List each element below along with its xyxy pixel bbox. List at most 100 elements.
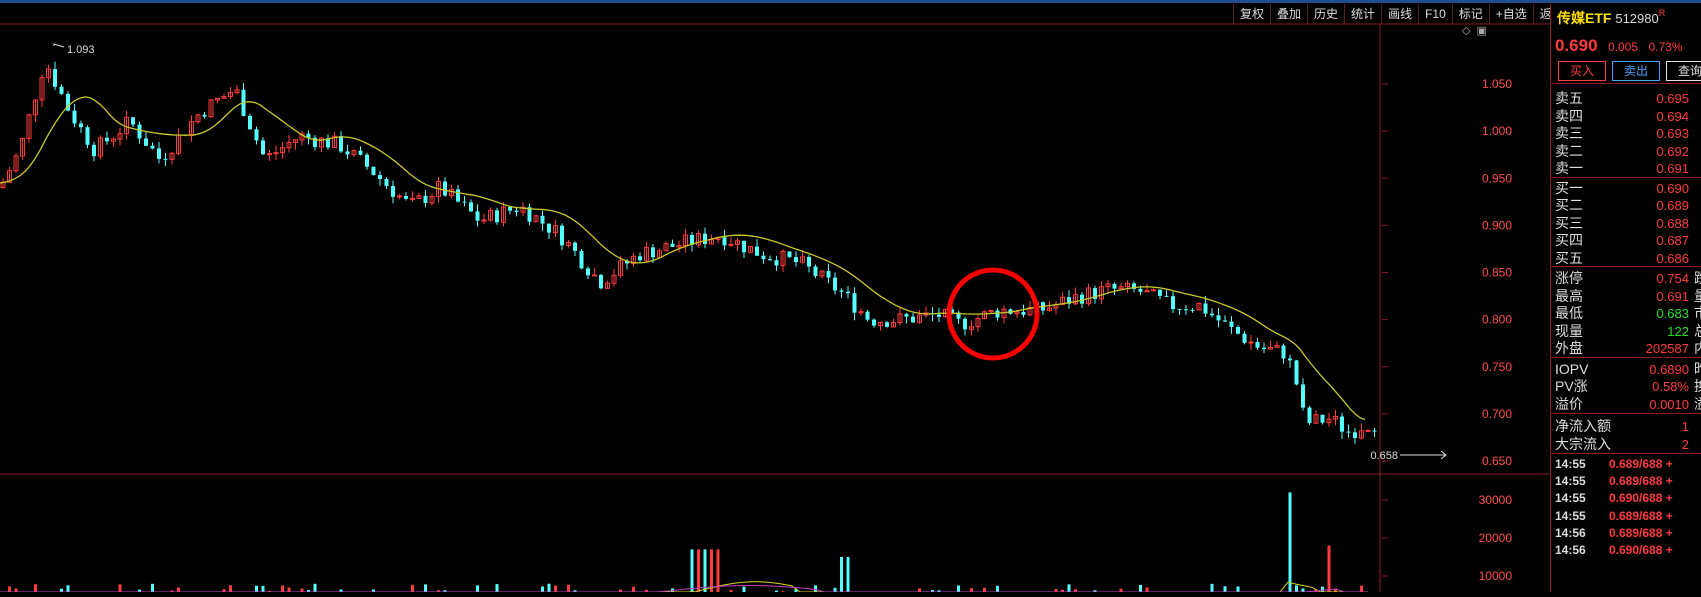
candle-body	[92, 145, 96, 156]
candle-body	[742, 241, 746, 253]
candle-body	[885, 322, 889, 327]
candle-body	[755, 247, 759, 256]
volume-bar	[1321, 587, 1324, 592]
candle-body	[807, 257, 811, 267]
quote-row: 现量122总量	[1555, 321, 1701, 338]
panel-toggle-icon[interactable]: ▣	[1476, 24, 1486, 37]
candle-body	[203, 115, 207, 117]
volume-tick-label: 30000	[1479, 493, 1513, 507]
volume-bar	[1120, 589, 1123, 592]
volume-bar	[1237, 586, 1240, 592]
quote-row-value: 0.691	[1627, 161, 1689, 176]
candle-body	[775, 260, 779, 265]
volume-ma-line	[0, 586, 1368, 593]
volume-bar	[255, 586, 258, 592]
trade-detail: 0.689/688 +	[1609, 457, 1673, 471]
quote-row-value: 0.695	[1627, 91, 1689, 106]
security-name: 传媒ETF	[1557, 10, 1611, 26]
volume-bar	[1146, 587, 1149, 592]
candle-body	[1230, 322, 1234, 327]
candle-body	[1256, 342, 1260, 348]
quote-row-value: 0.687	[1627, 233, 1689, 248]
sell-button[interactable]: 卖出	[1612, 61, 1660, 81]
min-price-label: 0.658	[1370, 450, 1398, 462]
toolbar-button[interactable]: 画线	[1381, 4, 1418, 24]
candle-body	[385, 179, 389, 186]
volume-bar	[840, 557, 843, 592]
buy-button[interactable]: 买入	[1558, 61, 1606, 81]
toolbar-button[interactable]: 叠加	[1270, 4, 1307, 24]
candle-body	[1171, 296, 1175, 309]
volume-bar	[548, 584, 551, 592]
quote-row-value: 0.693	[1627, 126, 1689, 141]
volume-bar	[301, 589, 304, 592]
volume-bar	[691, 549, 694, 592]
volume-bar	[970, 588, 973, 592]
candle-body	[86, 127, 90, 145]
quote-row: 溢价0.0010溢率	[1555, 394, 1701, 411]
candle-body	[164, 159, 168, 160]
volume-bar	[8, 586, 11, 592]
volume-bar	[632, 587, 635, 592]
quote-row-label2: 跌停	[1694, 270, 1701, 286]
candle-body	[768, 259, 772, 260]
chart-corner-icons: ◇▣	[1462, 24, 1487, 37]
volume-tick-label: 20000	[1479, 531, 1513, 545]
quote-row-label2: 市值	[1694, 305, 1701, 321]
query-button[interactable]: 查询	[1666, 61, 1701, 81]
candle-body	[1223, 320, 1227, 321]
candle-body	[794, 257, 798, 262]
diamond-icon[interactable]: ◇	[1462, 24, 1470, 37]
divider	[1551, 357, 1701, 358]
toolbar-button[interactable]: +自选	[1489, 4, 1533, 24]
volume-bar	[119, 584, 122, 592]
quote-row-label: 卖一	[1555, 158, 1627, 178]
candle-body	[365, 155, 369, 167]
volume-bar	[67, 585, 70, 592]
candle-body	[255, 129, 259, 140]
candle-body	[1373, 431, 1377, 432]
price-tick-label: 0.750	[1482, 360, 1512, 374]
candle-body	[788, 251, 792, 257]
quote-row-label: 买五	[1555, 248, 1627, 268]
candle-body	[547, 224, 551, 233]
candle-body	[1158, 290, 1162, 296]
toolbar-button[interactable]: 标记	[1452, 4, 1489, 24]
candle-body	[1236, 327, 1240, 334]
toolbar-button[interactable]: F10	[1418, 4, 1452, 24]
candle-body	[1262, 348, 1266, 349]
volume-bar	[288, 587, 291, 592]
candle-body	[586, 268, 590, 275]
candle-body	[138, 125, 142, 139]
quote-row-label2: 换手	[1694, 378, 1701, 394]
candle-body	[469, 202, 473, 211]
quote-row-label: 溢价	[1555, 394, 1627, 414]
candle-body	[359, 151, 363, 155]
toolbar-button[interactable]: 复权	[1233, 4, 1270, 24]
candle-body	[515, 211, 519, 212]
toolbar-button[interactable]: 历史	[1307, 4, 1344, 24]
candle-body	[1113, 284, 1117, 289]
candle-body	[827, 271, 831, 278]
candle-body	[560, 226, 564, 246]
trade-time: 14:55	[1555, 457, 1609, 471]
toolbar-button[interactable]: 统计	[1344, 4, 1381, 24]
trade-time: 14:55	[1555, 491, 1609, 505]
kline-chart-svg[interactable]: 1.0501.0000.9500.9000.8500.8000.7500.700…	[0, 0, 1550, 592]
candle-body	[833, 278, 837, 291]
candle-body	[593, 275, 597, 276]
volume-bar	[1295, 585, 1298, 592]
volume-bar	[1068, 584, 1071, 592]
price-tick-label: 0.950	[1482, 171, 1512, 185]
candle-body	[1243, 334, 1247, 343]
volume-bar	[177, 587, 180, 592]
